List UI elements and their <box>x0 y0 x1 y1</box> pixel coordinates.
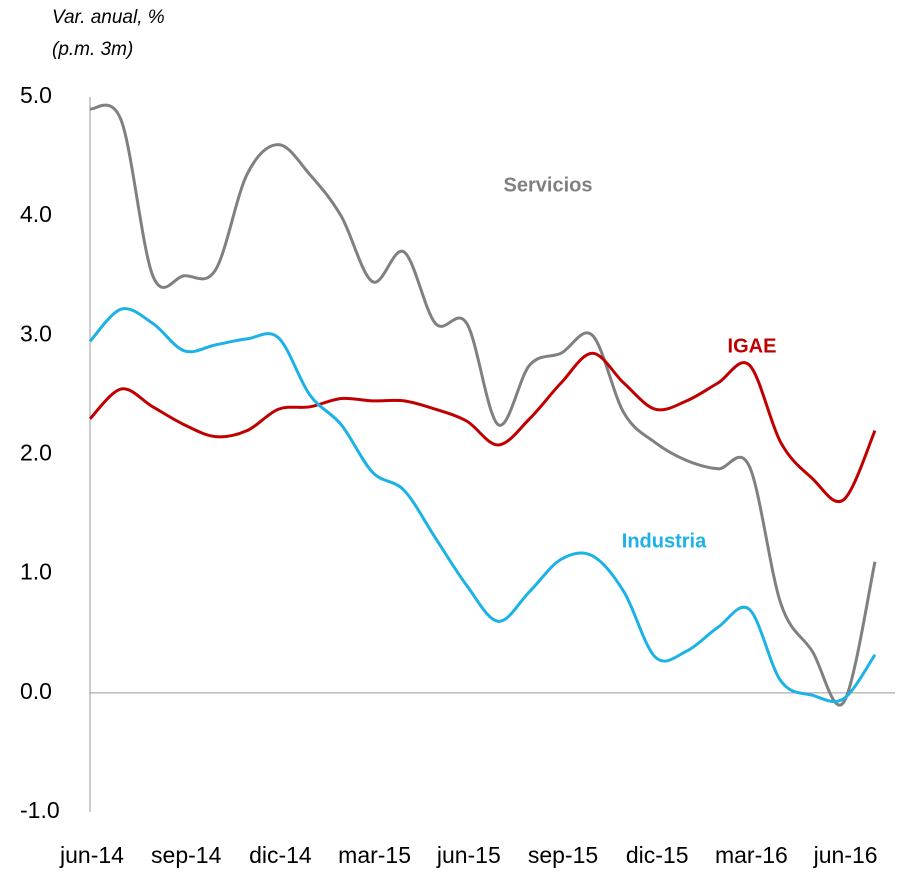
x-tick-label: dic-14 <box>249 842 312 868</box>
y-tick-label: 3.0 <box>20 320 52 346</box>
x-tick-label: mar-16 <box>715 842 788 868</box>
x-tick-label: dic-15 <box>626 842 689 868</box>
x-tick-label: jun-15 <box>436 842 501 868</box>
x-tick-label: mar-15 <box>338 842 411 868</box>
y-tick-label: 5.0 <box>20 82 52 108</box>
x-tick-label: sep-14 <box>151 842 222 868</box>
series-label: Servicios <box>504 174 593 196</box>
y-tick-label: 0.0 <box>20 678 52 704</box>
x-tick-label: jun-14 <box>59 842 124 868</box>
y-axis-title: (p.m. 3m) <box>52 39 133 60</box>
x-tick-label: sep-15 <box>528 842 598 868</box>
series-label: Industria <box>622 530 707 552</box>
series-line <box>89 103 877 707</box>
y-tick-label: 2.0 <box>20 440 52 466</box>
y-tick-label: -1.0 <box>20 797 60 823</box>
series-line <box>88 307 877 704</box>
y-axis-title: Var. anual, % <box>52 7 165 28</box>
y-tick-label: 1.0 <box>20 559 52 585</box>
series-label: IGAE <box>728 335 777 357</box>
x-tick-label: jun-16 <box>813 842 878 868</box>
series-line <box>88 351 877 504</box>
y-tick-label: 4.0 <box>20 201 52 227</box>
